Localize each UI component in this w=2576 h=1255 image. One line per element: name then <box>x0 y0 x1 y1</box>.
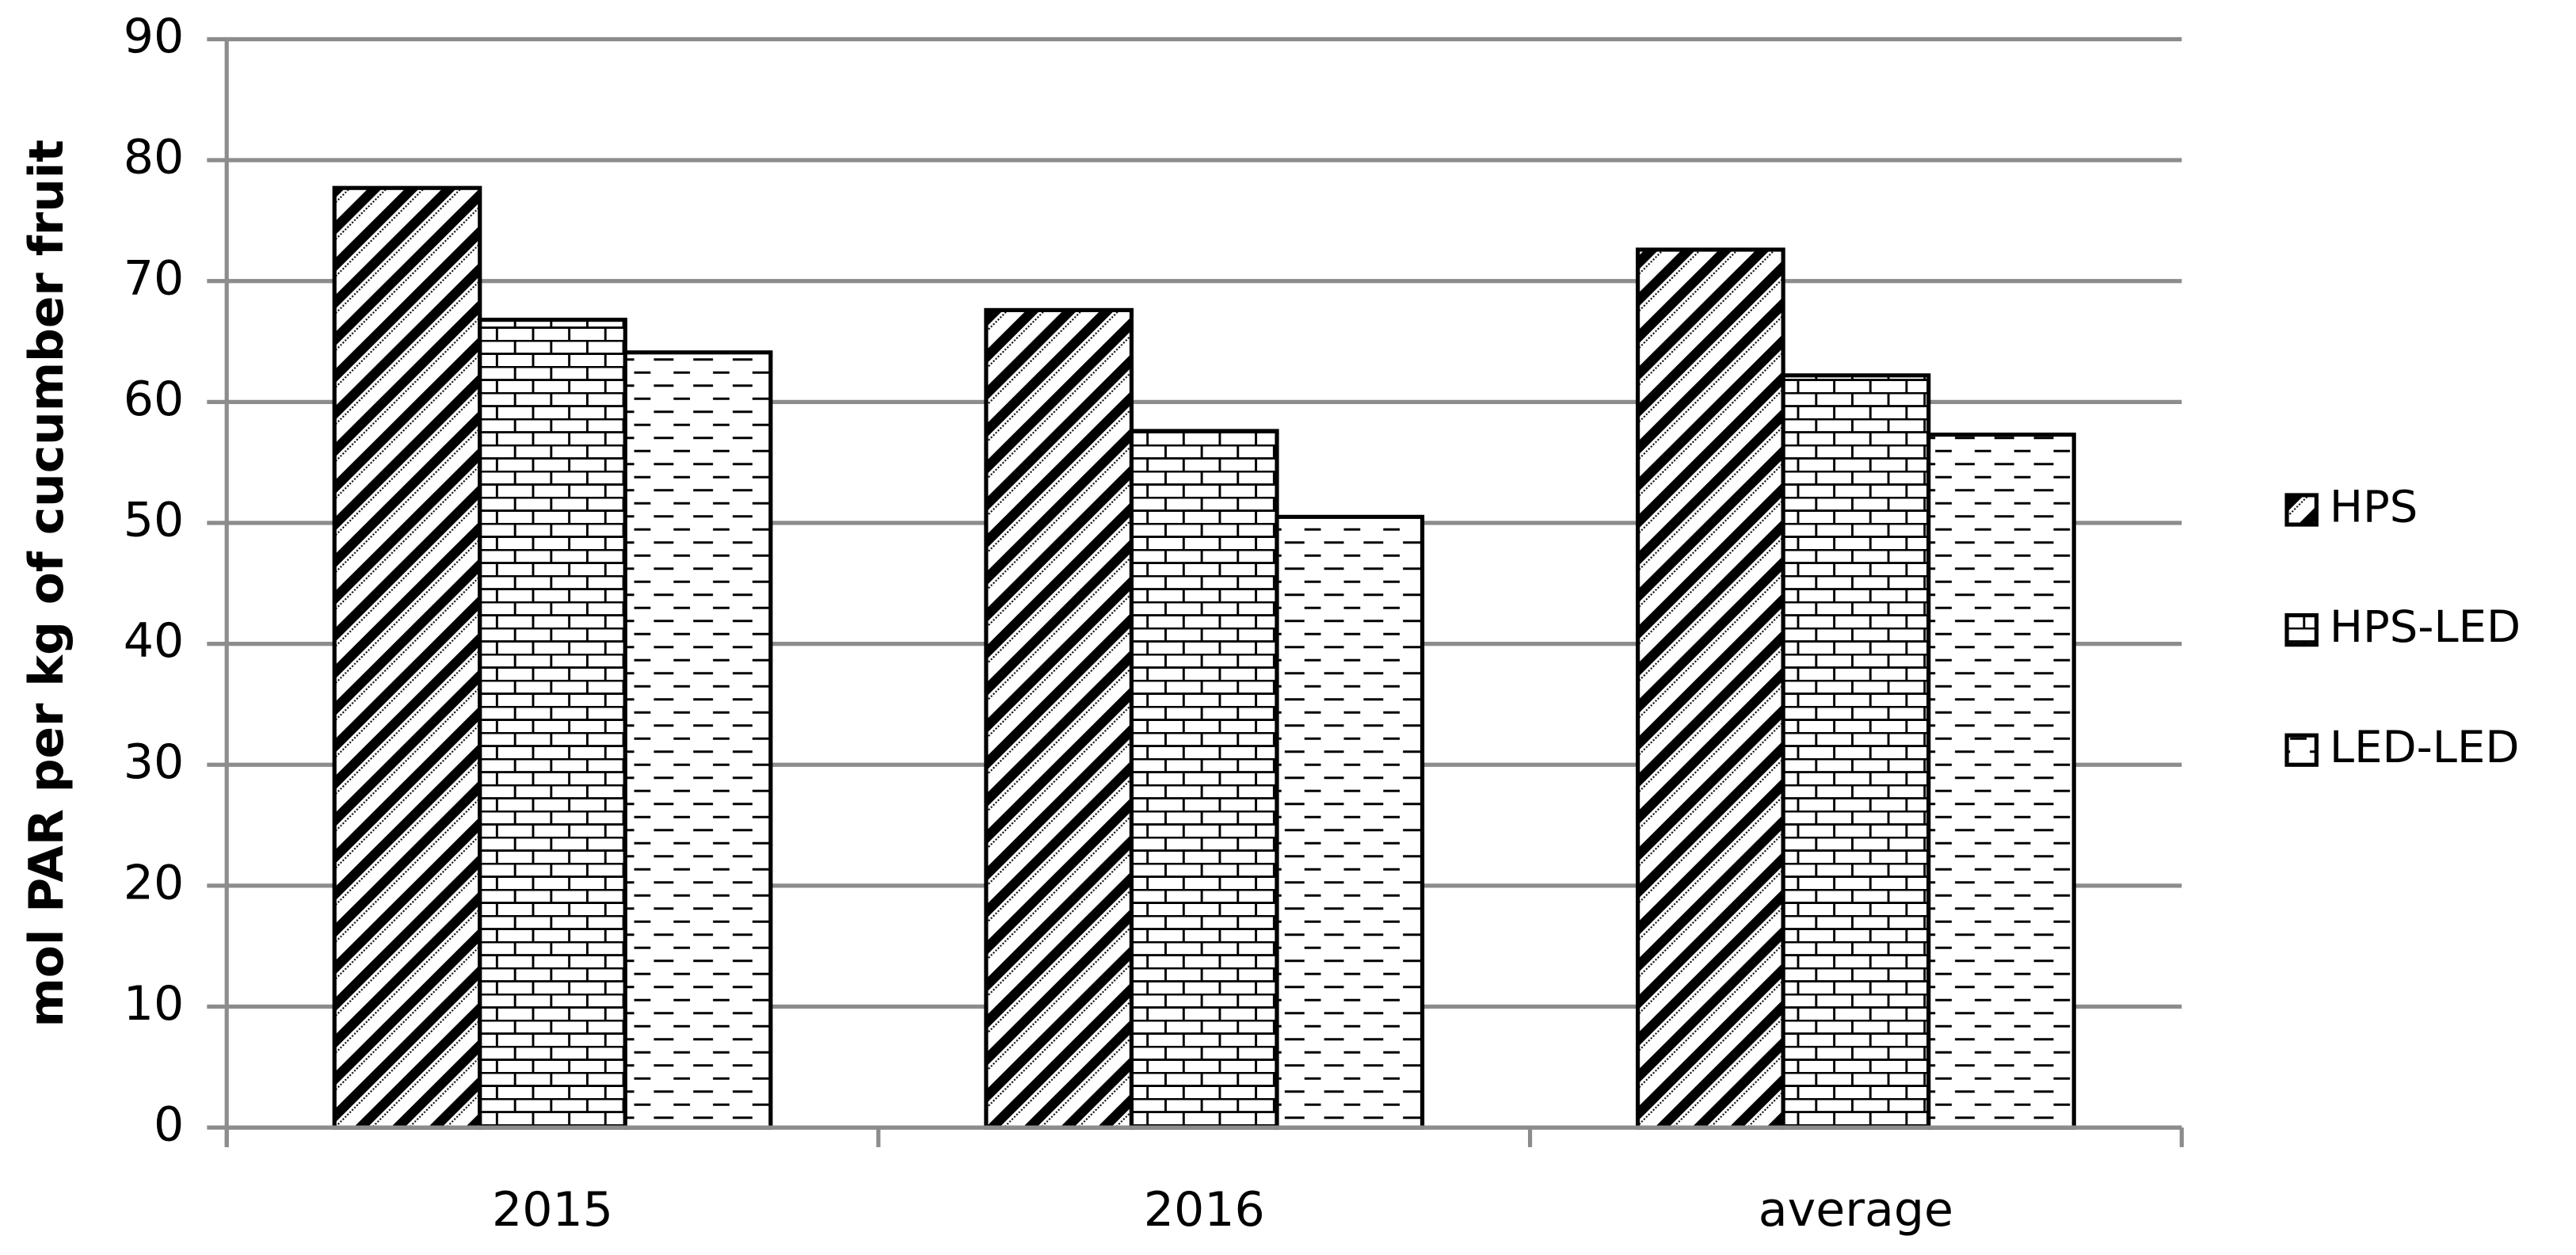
y-tick-label: 20 <box>124 856 185 911</box>
y-tick-label: 60 <box>124 372 185 427</box>
legend-label: LED-LED <box>2330 722 2520 773</box>
y-tick-label: 10 <box>124 976 185 1032</box>
bar <box>984 307 1134 1130</box>
bar <box>332 185 482 1130</box>
legend-swatch <box>2284 733 2319 767</box>
y-tick-label: 0 <box>154 1097 184 1153</box>
y-axis-title: mol PAR per kg of cucumber fruit <box>19 139 74 1027</box>
legend-label: HPS-LED <box>2330 601 2521 653</box>
bar <box>623 350 773 1130</box>
y-tick-label: 70 <box>124 250 185 306</box>
bar <box>1275 514 1425 1130</box>
bar <box>1781 373 1931 1130</box>
x-tick-label: 2016 <box>1144 1182 1265 1238</box>
y-tick-label: 80 <box>124 130 185 185</box>
legend-swatch <box>2284 493 2319 527</box>
bar <box>1926 433 2076 1130</box>
y-tick-label: 40 <box>124 613 185 669</box>
x-tick-label: 2015 <box>492 1182 613 1238</box>
bar <box>1635 247 1785 1130</box>
y-tick-label: 90 <box>124 9 185 64</box>
y-tick-label: 30 <box>124 734 185 790</box>
legend-label: HPS <box>2330 482 2418 533</box>
bar <box>1129 429 1279 1130</box>
bar <box>478 318 627 1130</box>
x-tick-label: average <box>1759 1182 1953 1238</box>
y-tick-label: 50 <box>124 493 185 548</box>
legend-swatch <box>2284 612 2319 647</box>
